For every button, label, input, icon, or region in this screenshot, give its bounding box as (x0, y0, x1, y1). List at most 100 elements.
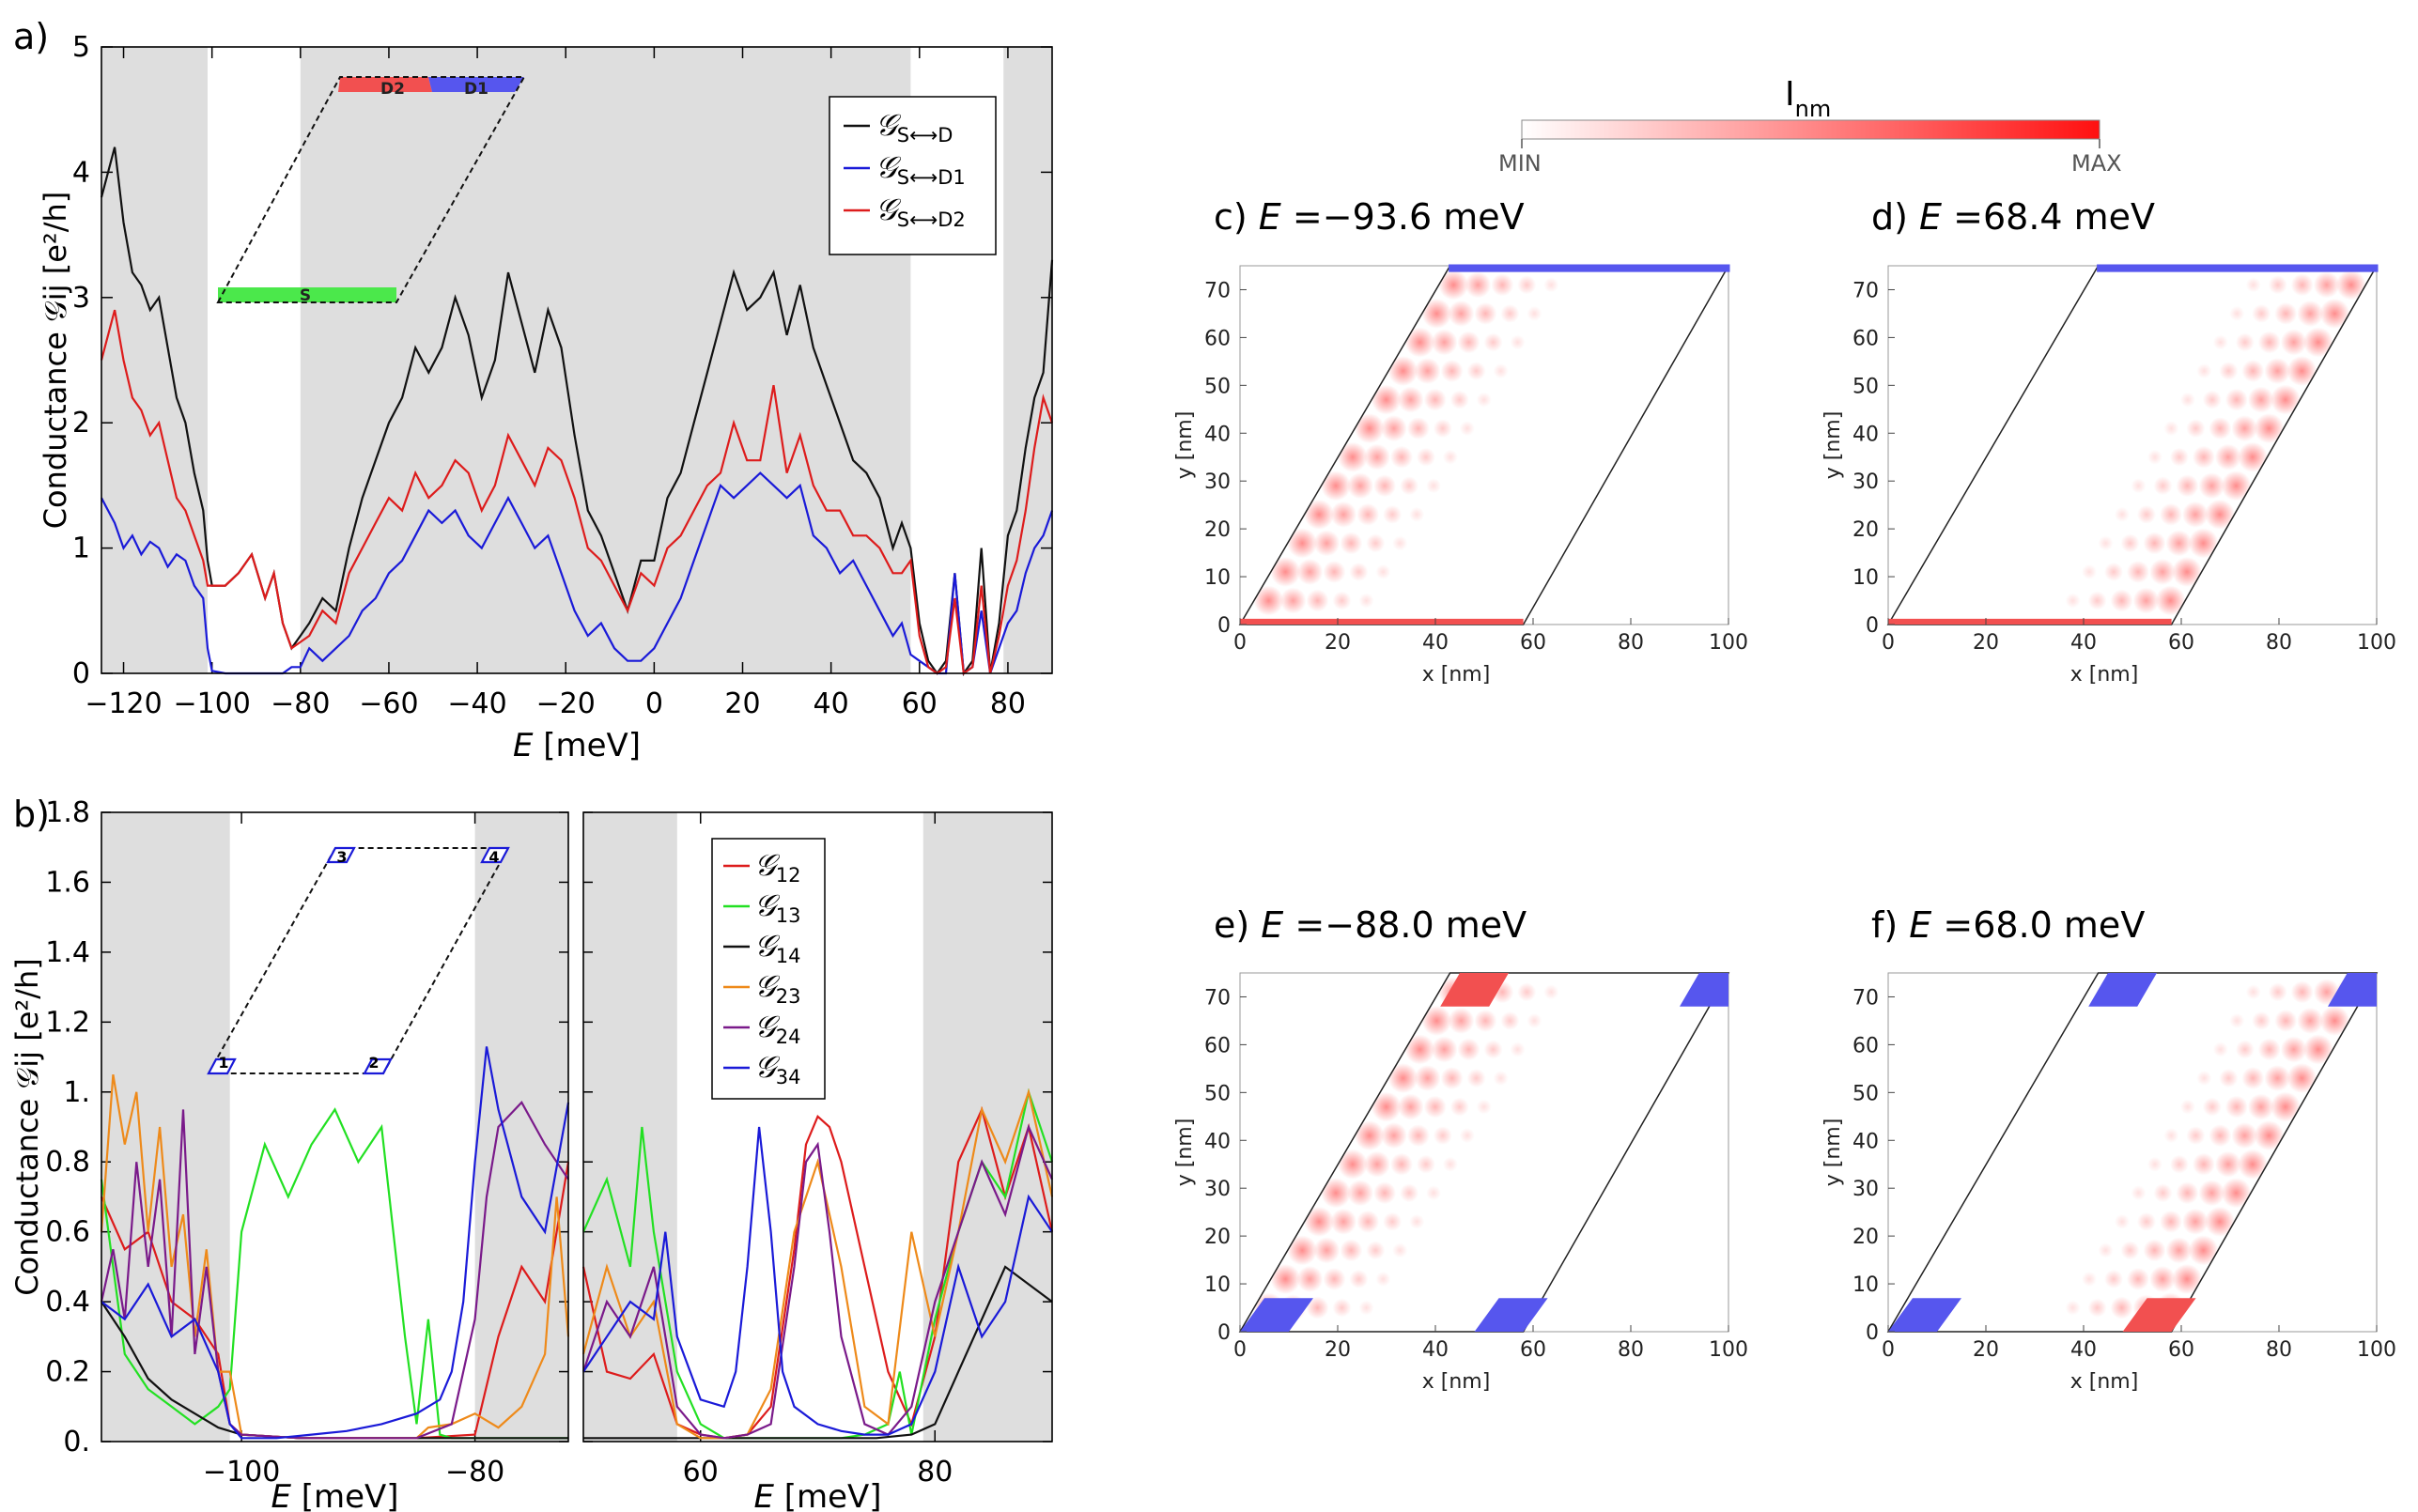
current-blob (1449, 1097, 1469, 1117)
y-tick-label: 50 (1204, 1082, 1231, 1105)
current-blob (1380, 415, 1407, 442)
current-blob (1375, 563, 1391, 579)
current-blob (1421, 1005, 1452, 1036)
current-blob (2231, 1122, 2258, 1149)
current-blob (2204, 1206, 2235, 1237)
current-blob (1517, 275, 1537, 295)
y-tick-label: 10 (1852, 1273, 1879, 1297)
current-blob (1356, 502, 1380, 526)
lead-d2 (338, 77, 432, 92)
current-blob (1409, 506, 1425, 522)
current-blob (1363, 443, 1390, 471)
current-blob (1321, 1178, 1352, 1209)
x-tick-label: 60 (683, 1456, 719, 1489)
current-blob (1397, 1093, 1424, 1120)
y-tick-label: 10 (1204, 1273, 1231, 1297)
current-blob (2219, 362, 2239, 381)
current-blob (2302, 1034, 2333, 1065)
current-blob (2319, 1005, 2350, 1036)
map-panel-e: e) E =−88.0 meV 0 20 40 60 80 100 0 10 20 30 40 50 60… (1173, 904, 1748, 1394)
current-blob (1442, 1156, 1458, 1172)
current-blob (2202, 390, 2222, 409)
current-blob (1431, 329, 1458, 356)
x-tick-label: 80 (1618, 1338, 1644, 1362)
current-blob (2176, 474, 2199, 498)
x-tick-label: 100 (1709, 1338, 1748, 1362)
current-blob (2274, 1009, 2298, 1032)
lead-source (1888, 618, 2172, 625)
lead-drain (2088, 973, 2157, 1007)
series-line (100, 309, 1054, 675)
current-blob (1358, 593, 1374, 609)
y-tick-label: 2 (72, 407, 90, 440)
x-tick-label: 40 (2070, 631, 2097, 655)
current-blob (2286, 356, 2317, 387)
current-blob (2219, 1069, 2239, 1088)
current-blob (2254, 1120, 2285, 1151)
map-frame (1239, 972, 1729, 1333)
current-blob (2136, 1211, 2156, 1231)
current-blob (1371, 1091, 1402, 1122)
current-blob (2231, 415, 2258, 442)
current-blob (1426, 478, 1442, 494)
current-blob (1380, 1122, 1407, 1149)
current-blob (1337, 1149, 1368, 1180)
current-blob (1483, 332, 1503, 352)
current-blob (2120, 1241, 2140, 1260)
current-blob (1270, 556, 1301, 587)
subplot-1: −100 −80 E [meV] (100, 811, 570, 1512)
current-blob (2065, 1300, 2081, 1316)
x-tick-label: 20 (1325, 631, 1351, 655)
current-blob (1356, 1210, 1380, 1233)
current-blob (2104, 1269, 2124, 1288)
current-blob (1332, 591, 1352, 610)
current-blob (2209, 417, 2232, 440)
current-blob (1323, 1267, 1346, 1290)
current-blob (2169, 1154, 2189, 1174)
x-tick-label: 0 (1233, 1338, 1247, 1362)
y-tick-label: 30 (1852, 1178, 1879, 1201)
current-blob (2153, 1183, 2173, 1203)
x-tick-label: 60 (2168, 631, 2194, 655)
current-blob (2082, 563, 2098, 579)
current-blob (1493, 363, 1509, 379)
x-tick-label: 100 (1709, 631, 1748, 655)
inset-lead-label: 3 (336, 848, 347, 866)
current-blob (2196, 1071, 2212, 1087)
current-blob (2241, 360, 2265, 383)
current-blob (2290, 980, 2314, 1004)
current-blob (1414, 358, 1441, 385)
current-blob (1527, 305, 1542, 321)
current-blob (1517, 982, 1537, 1002)
current-blob (1406, 1124, 1430, 1148)
current-blob (1543, 984, 1559, 1000)
current-blob (2114, 1213, 2130, 1229)
current-blob (2181, 1208, 2209, 1235)
current-blob (2114, 506, 2130, 522)
current-blob (2098, 1242, 2114, 1258)
lead-drain (1449, 264, 1730, 272)
current-blob (2192, 1152, 2215, 1176)
current-blob (2172, 1263, 2203, 1294)
current-blob (2087, 1298, 2107, 1318)
y-axis-label: y [nm] (1821, 411, 1845, 480)
y-tick-label: 40 (1204, 1130, 1231, 1153)
y-tick-label: 20 (1204, 518, 1231, 542)
current-blob (1459, 1128, 1475, 1144)
x-tick-label: −100 (203, 1456, 280, 1489)
current-blob (2181, 501, 2209, 528)
current-blob (1313, 530, 1341, 557)
y-tick-label: 0 (1866, 614, 1879, 638)
y-tick-label: 0 (1217, 1321, 1231, 1345)
plot-a: −120 −100 −80 −60 −40 −20 0 20 40 60 80 0 1 2 3 4 5 E [me… (38, 31, 1054, 764)
lead-drain (1474, 1298, 1548, 1332)
current-blob (1423, 1095, 1447, 1119)
current-blob (1340, 532, 1363, 555)
x-tick-label: −80 (445, 1456, 504, 1489)
inset-label-s: S (300, 286, 311, 305)
y-axis-label: Conductance 𝒢ij [e²/h] (9, 958, 45, 1296)
current-blob (1383, 504, 1403, 524)
x-axis-label: x [nm] (1422, 663, 1491, 687)
shaded-region (101, 812, 230, 1442)
